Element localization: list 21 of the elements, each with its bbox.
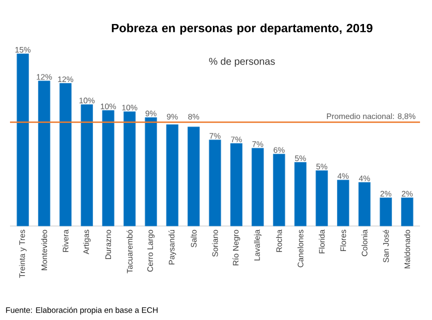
bar: [401, 197, 414, 226]
chart-subtitle: % de personas: [209, 58, 275, 67]
bar: [208, 140, 222, 226]
bar: [272, 154, 286, 226]
bar: [230, 143, 242, 226]
bar: [38, 80, 50, 226]
bar: [102, 110, 114, 226]
bar: [252, 148, 264, 226]
bar: [358, 182, 371, 226]
bar: [16, 54, 29, 226]
bar: [380, 197, 392, 226]
bar: [188, 126, 200, 226]
bar: [144, 117, 158, 226]
bar: [294, 162, 306, 226]
bar: [124, 111, 136, 226]
bar: [316, 170, 328, 226]
bar: [166, 124, 178, 226]
bar: [80, 104, 93, 226]
chart-title: Pobreza en personas por departamento, 2019: [112, 24, 372, 35]
bar: [59, 83, 72, 226]
bar: [337, 180, 350, 226]
